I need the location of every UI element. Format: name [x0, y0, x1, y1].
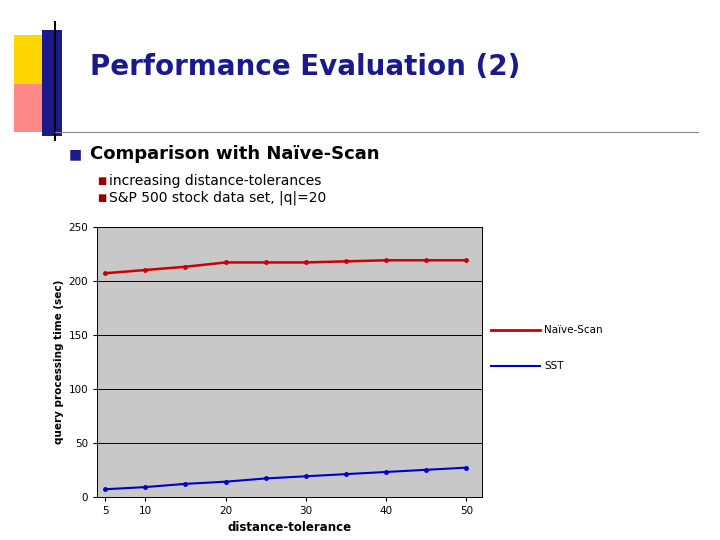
Text: Performance Evaluation (2): Performance Evaluation (2): [90, 53, 521, 82]
X-axis label: distance-tolerance: distance-tolerance: [228, 522, 352, 535]
SST: [382, 469, 390, 475]
Text: ■: ■: [68, 147, 81, 161]
Text: S&P 500 stock data set, |q|=20: S&P 500 stock data set, |q|=20: [109, 191, 327, 205]
Text: ■: ■: [97, 176, 107, 186]
Y-axis label: query processing time (sec): query processing time (sec): [54, 280, 64, 444]
SST: [302, 473, 310, 480]
Naïve-Scan: [141, 267, 150, 273]
Naïve-Scan: [462, 257, 471, 264]
SST: [141, 484, 150, 490]
Text: Comparison with Naïve-Scan: Comparison with Naïve-Scan: [90, 145, 379, 163]
Text: increasing distance-tolerances: increasing distance-tolerances: [109, 174, 322, 188]
Naïve-Scan: [422, 257, 431, 264]
Line: SST: SST: [104, 466, 468, 491]
Text: Naïve-Scan: Naïve-Scan: [544, 326, 603, 335]
SST: [101, 486, 109, 492]
Naïve-Scan: [261, 259, 270, 266]
Naïve-Scan: [302, 259, 310, 266]
Naïve-Scan: [342, 258, 351, 265]
SST: [261, 475, 270, 482]
Text: SST: SST: [544, 361, 564, 371]
Line: Naïve-Scan: Naïve-Scan: [104, 259, 468, 275]
Naïve-Scan: [221, 259, 230, 266]
Naïve-Scan: [101, 270, 109, 276]
SST: [462, 464, 471, 471]
SST: [342, 471, 351, 477]
SST: [422, 467, 431, 473]
Text: ■: ■: [97, 193, 107, 203]
SST: [181, 481, 190, 487]
Naïve-Scan: [181, 264, 190, 270]
SST: [221, 478, 230, 485]
Naïve-Scan: [382, 257, 390, 264]
